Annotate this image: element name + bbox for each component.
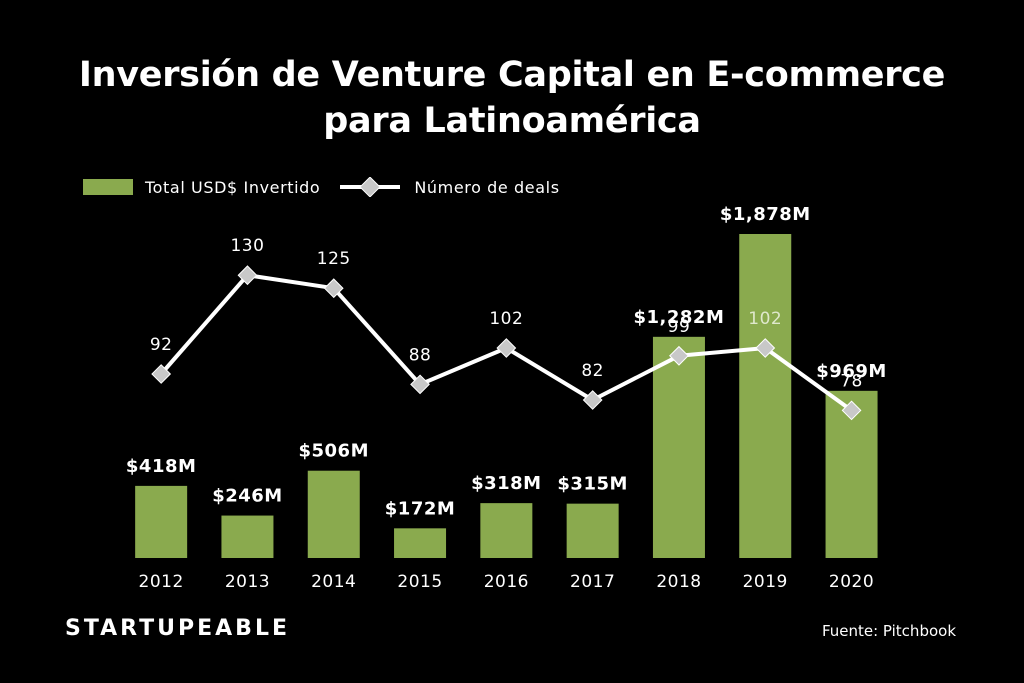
chart-title: Inversión de Venture Capital en E-commer…	[0, 52, 1024, 144]
deals-point-2017	[582, 390, 603, 410]
bar-2017	[566, 503, 619, 558]
bar-label-2014: $506M	[298, 441, 369, 462]
bar-2015	[394, 528, 447, 558]
legend-line-swatch	[340, 177, 401, 197]
x-tick-2016: 2016	[484, 572, 529, 592]
deals-label-2020: 78	[840, 371, 863, 391]
brand-logo-text: STARTUPEABLE	[65, 616, 290, 641]
bar-2019	[739, 234, 792, 558]
source-note: Fuente: Pitchbook	[821, 622, 956, 640]
deals-point-2018	[669, 345, 689, 366]
x-tick-2020: 2020	[829, 572, 874, 592]
x-tick-2015: 2015	[397, 572, 442, 592]
bar-2016	[480, 503, 533, 558]
bar-label-2016: $318M	[471, 473, 542, 494]
bar-2012	[135, 485, 188, 558]
deals-label-2017: 82	[581, 361, 604, 381]
legend: Total USD$ Invertido Número de deals	[83, 174, 560, 200]
deals-point-2019	[755, 338, 776, 358]
deals-label-2013: 130	[230, 236, 264, 256]
deals-point-2020	[841, 400, 862, 421]
deals-point-2012	[151, 364, 172, 384]
deals-point-2015	[410, 374, 430, 395]
x-tick-2017: 2017	[570, 572, 615, 592]
bar-label-2012: $418M	[126, 456, 197, 477]
chart-title-line-1: Inversión de Venture Capital en E-commer…	[78, 55, 946, 95]
bar-label-2018: $1,282M	[634, 307, 725, 328]
x-tick-2012: 2012	[139, 572, 184, 592]
deals-label-2018: 99	[668, 317, 691, 337]
bar-2013	[221, 515, 274, 558]
deals-label-2015: 88	[409, 345, 432, 365]
legend-bar-label: Total USD$ Invertido	[145, 177, 321, 197]
deals-point-2013	[237, 265, 258, 286]
x-tick-2013: 2013	[225, 572, 270, 592]
bar-label-2017: $315M	[557, 474, 628, 495]
bar-2018	[652, 336, 705, 558]
bar-label-2015: $172M	[385, 498, 456, 519]
deals-point-2014	[323, 278, 344, 299]
x-tick-2019: 2019	[743, 572, 788, 592]
x-tick-2018: 2018	[656, 572, 701, 592]
deals-label-2014: 125	[317, 249, 351, 269]
deals-label-2012: 92	[150, 335, 173, 355]
x-tick-2014: 2014	[311, 572, 356, 592]
deals-point-2016	[496, 338, 517, 358]
bar-label-2019: $1,878M	[720, 204, 811, 225]
bar-2014	[307, 470, 360, 558]
bar-label-2013: $246M	[212, 486, 283, 507]
legend-bar-swatch	[83, 179, 133, 195]
bar-label-2020: $969M	[816, 361, 887, 382]
legend-line-label: Número de deals	[414, 177, 560, 197]
deals-label-2019: 102	[748, 309, 782, 329]
chart-title-line-2: para Latinoamérica	[323, 101, 701, 141]
deals-label-2016: 102	[489, 309, 523, 329]
